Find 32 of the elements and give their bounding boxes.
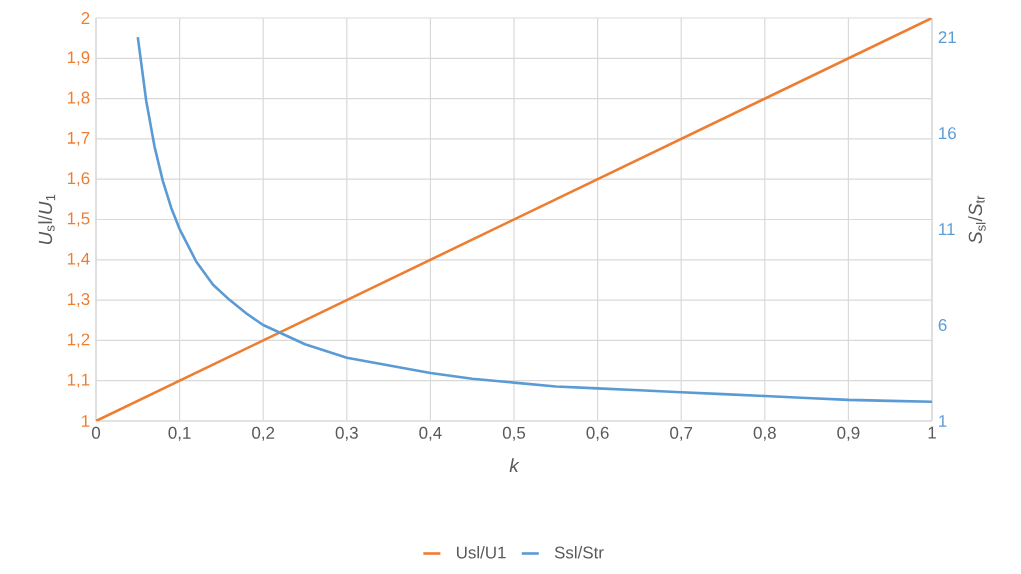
y-tick-label: 1,2 bbox=[67, 333, 90, 348]
x-tick-label: 1 bbox=[928, 426, 936, 439]
y2-tick-label: 6 bbox=[938, 319, 947, 332]
y-tick-label: 1 bbox=[82, 415, 90, 427]
y2-tick-label: 11 bbox=[939, 223, 955, 235]
legend-label: Ssl/Str bbox=[554, 546, 604, 559]
y-tick-label: 1,7 bbox=[67, 131, 90, 146]
x-tick-label: 0,6 bbox=[586, 426, 609, 441]
x-tick-label: 0,1 bbox=[168, 426, 191, 441]
x-tick-label: 0,9 bbox=[837, 426, 860, 441]
y-tick-label: 1,4 bbox=[67, 252, 90, 267]
y-tick-label: 1,3 bbox=[67, 293, 90, 308]
x-tick-label: 0,5 bbox=[502, 426, 526, 441]
x-axis-title: k bbox=[509, 458, 520, 473]
x-tick-label: 0,8 bbox=[753, 426, 776, 441]
y-axis-title: U$_{s}$l/U$_{1}$ bbox=[38, 194, 56, 245]
y-tick-label: 1,9 bbox=[67, 51, 90, 66]
x-tick-label: 0 bbox=[91, 426, 101, 439]
x-tick-label: 0,3 bbox=[335, 426, 358, 441]
y-tick-label: 2 bbox=[81, 12, 90, 24]
x-tick-label: 0,2 bbox=[252, 426, 275, 441]
y-tick-label: 1,8 bbox=[67, 91, 90, 106]
y-tick-label: 1,1 bbox=[67, 373, 90, 388]
y2-tick-label: 1 bbox=[939, 415, 947, 427]
y-tick-label: 1,6 bbox=[67, 172, 90, 187]
x-tick-label: 0,4 bbox=[419, 426, 442, 441]
x-tick-label: 0,7 bbox=[670, 426, 693, 441]
y2-tick-label: 16 bbox=[939, 127, 956, 140]
y-tick-label: 1,5 bbox=[67, 212, 90, 227]
y2-axis-title: S$_{sl}$/S$_{tr}$ bbox=[968, 195, 986, 244]
y2-tick-label: 21 bbox=[938, 31, 956, 44]
legend-label: Usl/U1 bbox=[456, 546, 506, 559]
